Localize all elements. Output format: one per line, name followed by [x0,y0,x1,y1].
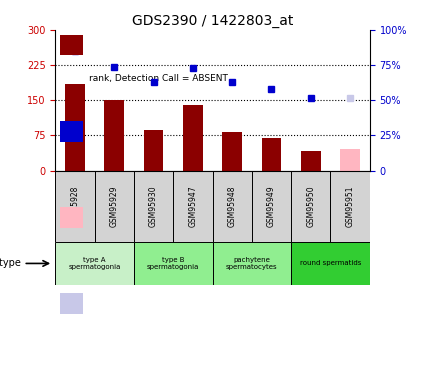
Bar [105,100,124,171]
Bar [340,148,360,171]
Bar [94,171,134,242]
Title: GDS2390 / 1422803_at: GDS2390 / 1422803_at [132,13,293,28]
Bar [291,171,331,242]
Bar [301,151,320,171]
Text: GSM95949: GSM95949 [267,186,276,227]
Bar [55,242,134,285]
Text: GSM95929: GSM95929 [110,186,119,227]
Text: GSM95930: GSM95930 [149,186,158,227]
Text: GSM95950: GSM95950 [306,186,315,227]
Bar [291,242,370,285]
Bar [144,130,163,171]
Text: GSM95947: GSM95947 [188,186,197,227]
Bar [212,242,291,285]
Bar [65,84,85,171]
Text: rank, Detection Call = ABSENT: rank, Detection Call = ABSENT [89,74,228,82]
Bar [134,242,212,285]
Text: round spermatids: round spermatids [300,260,361,266]
Text: cell type: cell type [0,258,21,268]
Bar [331,171,370,242]
Text: type B
spermatogonia: type B spermatogonia [147,257,199,270]
Text: GSM95948: GSM95948 [228,186,237,227]
Bar [183,105,203,171]
Bar [252,171,291,242]
Text: GSM95951: GSM95951 [346,186,354,227]
Text: GSM95928: GSM95928 [71,186,79,227]
Bar [55,171,94,242]
Bar [173,171,212,242]
Bar [262,138,281,171]
Text: type A
spermatogonia: type A spermatogonia [68,257,121,270]
Bar [134,171,173,242]
Bar [222,132,242,171]
Bar [212,171,252,242]
Text: pachytene
spermatocytes: pachytene spermatocytes [226,257,278,270]
